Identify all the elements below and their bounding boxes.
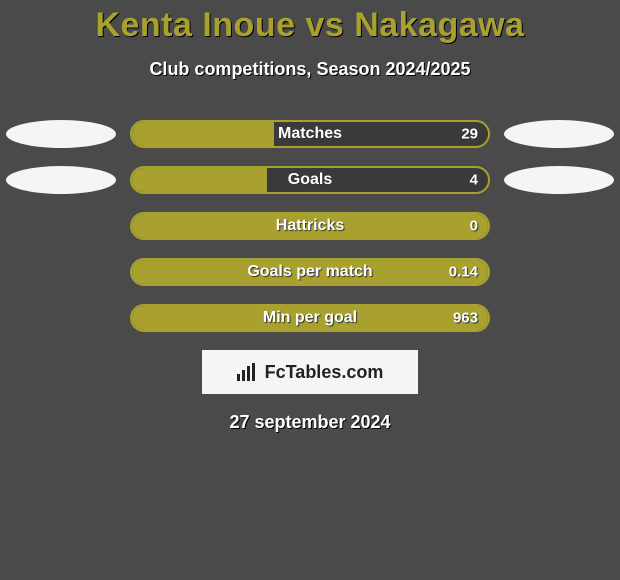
stat-bar: Matches 29: [130, 120, 490, 148]
player-right-marker: [504, 166, 614, 194]
bar-chart-icon: [237, 363, 259, 381]
stat-row: Goals per match 0.14: [6, 258, 614, 286]
stat-label: Hattricks: [276, 217, 344, 235]
stat-row: Matches 29: [6, 120, 614, 148]
page-title: Kenta Inoue vs Nakagawa: [0, 6, 620, 45]
stat-rows: Matches 29 Goals 4 Hattricks 0 Goals per match…: [0, 120, 620, 332]
brand-box[interactable]: FcTables.com: [202, 350, 418, 394]
footer-date: 27 september 2024: [0, 412, 620, 433]
stat-bar: Hattricks 0: [130, 212, 490, 240]
player-right-marker: [504, 120, 614, 148]
stat-label: Matches: [278, 125, 342, 143]
stat-value: 4: [470, 172, 478, 189]
brand-text: FcTables.com: [265, 362, 384, 383]
stat-label: Min per goal: [263, 309, 357, 327]
stat-bar: Min per goal 963: [130, 304, 490, 332]
player-left-marker: [6, 166, 116, 194]
stat-label: Goals: [288, 171, 332, 189]
player-left-marker: [6, 120, 116, 148]
page-subtitle: Club competitions, Season 2024/2025: [0, 59, 620, 80]
bar-fill: [132, 122, 274, 146]
stat-row: Hattricks 0: [6, 212, 614, 240]
comparison-widget: Kenta Inoue vs Nakagawa Club competition…: [0, 0, 620, 433]
stat-bar: Goals 4: [130, 166, 490, 194]
stat-row: Goals 4: [6, 166, 614, 194]
bar-fill: [132, 168, 267, 192]
stat-label: Goals per match: [247, 263, 372, 281]
stat-bar: Goals per match 0.14: [130, 258, 490, 286]
bar-track: Goals per match 0.14: [130, 258, 490, 286]
stat-value: 963: [453, 310, 478, 327]
stat-value: 0.14: [449, 264, 478, 281]
bar-track: Goals 4: [130, 166, 490, 194]
stat-value: 29: [461, 126, 478, 143]
bar-track: Matches 29: [130, 120, 490, 148]
stat-row: Min per goal 963: [6, 304, 614, 332]
bar-track: Hattricks 0: [130, 212, 490, 240]
bar-track: Min per goal 963: [130, 304, 490, 332]
stat-value: 0: [470, 218, 478, 235]
